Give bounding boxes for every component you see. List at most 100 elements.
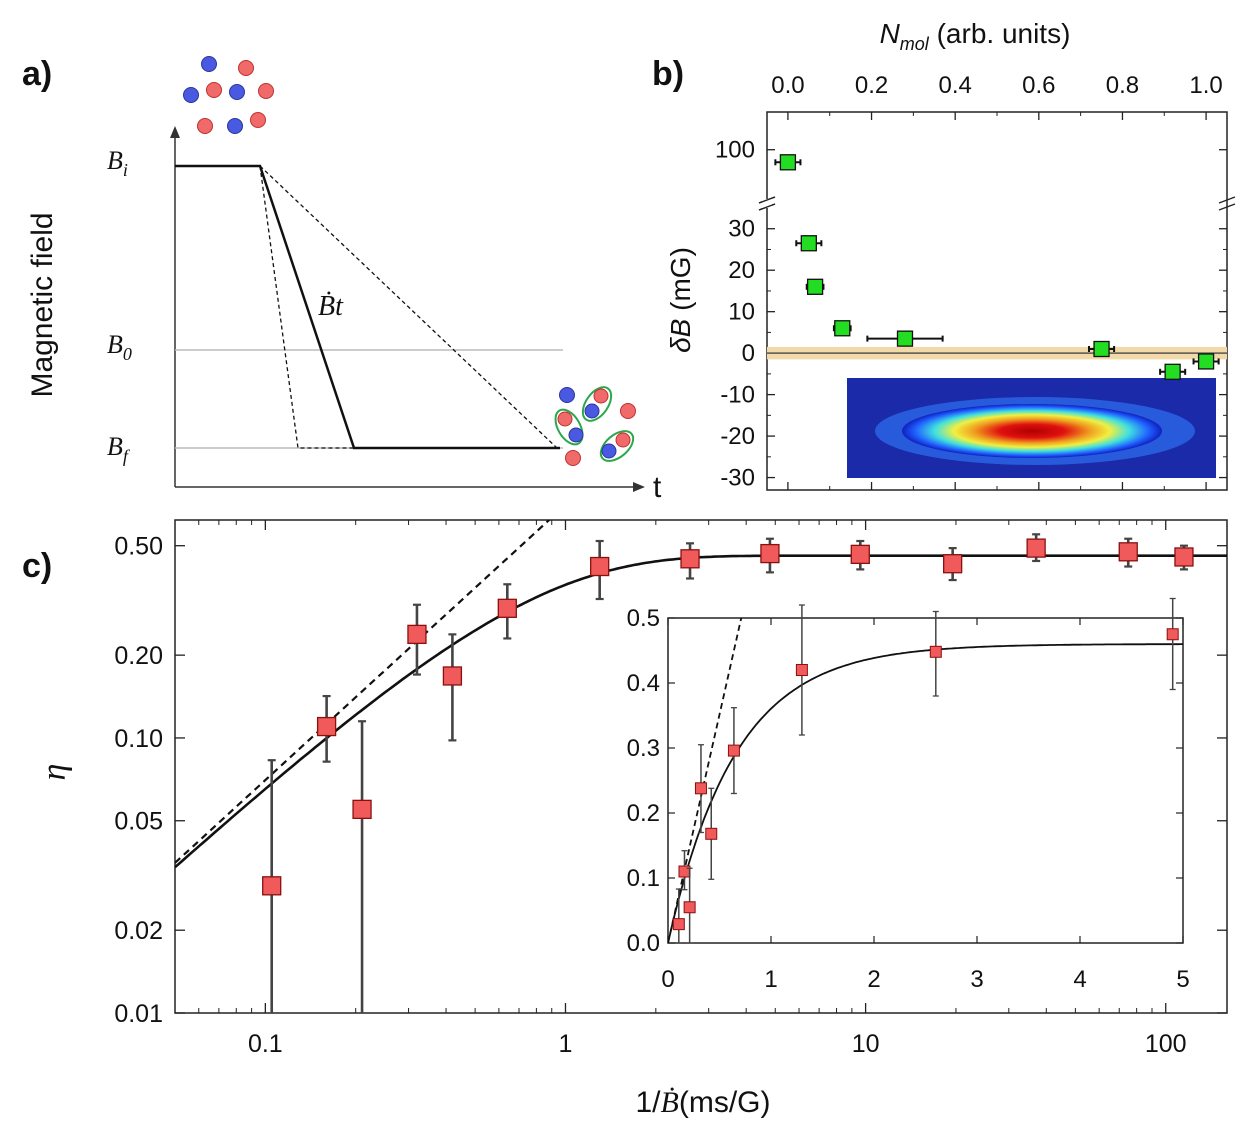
y-tick-label: 0 <box>742 340 755 367</box>
data-point <box>1192 353 1220 370</box>
linear-asymptote <box>668 618 743 943</box>
data-point <box>1174 544 1194 571</box>
panel-a: a) Magnetic field t Bi B0 Bf Ḃt <box>22 55 662 504</box>
panel-b-data <box>774 154 1220 380</box>
data-marker <box>806 278 824 295</box>
x-tick-label: 1 <box>559 1030 573 1058</box>
data-marker <box>262 876 282 896</box>
molecule <box>554 408 584 446</box>
atom-red <box>197 118 213 134</box>
data-marker <box>760 543 780 564</box>
x-tick-label: 10 <box>852 1030 880 1058</box>
molecule <box>599 430 635 462</box>
data-point <box>262 759 282 1013</box>
y-tick-label: -10 <box>720 382 755 409</box>
ramp-fast-dashed <box>259 165 354 449</box>
x-tick-label: 1 <box>764 966 777 993</box>
y-tick-label: 0.20 <box>114 642 163 670</box>
y-tick-label: 100 <box>715 137 755 164</box>
data-point <box>316 694 337 763</box>
x-tick-label: 5 <box>1176 966 1189 993</box>
panel-b-shaded-band <box>767 346 1227 360</box>
data-marker <box>896 330 914 347</box>
data-point <box>497 583 517 640</box>
y-tick-label: 0.05 <box>114 808 163 836</box>
data-point <box>943 547 963 582</box>
x-tick-label: 0.0 <box>771 72 804 99</box>
data-point <box>727 707 740 795</box>
data-point <box>850 539 870 571</box>
final-molecule-cloud <box>554 386 636 466</box>
y-tick-label: 0.4 <box>627 670 660 697</box>
inset-ticks: 0 1 2 3 4 5 0.0 0.1 0.2 0.3 0.4 0.5 <box>627 605 1190 993</box>
data-marker <box>1093 340 1110 358</box>
data-marker <box>497 598 517 618</box>
panel-c: c) η 1/Ḃ(ms/G) 0.1 1 10 1000.010.020.050.10… <box>22 519 1228 1119</box>
data-point <box>694 744 707 834</box>
inset-data <box>672 597 1179 944</box>
data-marker <box>680 549 700 569</box>
data-point <box>929 610 942 697</box>
atom-red <box>258 83 274 99</box>
atom-red <box>238 60 254 76</box>
y-tick-label: 10 <box>728 299 755 326</box>
data-point <box>442 633 463 742</box>
svg-text:Bi: Bi <box>107 146 128 180</box>
data-marker <box>795 664 808 676</box>
y-tick-label: -30 <box>720 465 755 492</box>
x-tick-label: 0 <box>661 966 674 993</box>
panel-a-ylabel: Magnetic field <box>26 212 59 397</box>
fit-curve <box>668 643 1183 943</box>
data-point <box>760 537 780 574</box>
atom-blue <box>559 387 575 403</box>
data-marker <box>316 716 337 737</box>
data-point <box>590 539 610 601</box>
y-tick-label: 0.50 <box>114 533 163 561</box>
x-tick-label: 0.4 <box>938 72 971 99</box>
x-tick-label: 100 <box>1145 1030 1187 1058</box>
panel-a-label: a) <box>22 55 52 93</box>
data-point <box>352 720 372 1013</box>
data-marker <box>1118 542 1138 562</box>
data-point <box>672 888 685 944</box>
atom-red <box>206 82 222 98</box>
data-point <box>774 154 802 171</box>
panel-a-y-arrow <box>170 126 180 138</box>
data-point <box>805 278 825 295</box>
atom-blue <box>201 56 217 72</box>
data-point <box>1118 537 1138 568</box>
panel-c-frame <box>174 519 1228 1014</box>
y-tick-label: 0.1 <box>627 865 660 892</box>
ramp-solid <box>175 164 560 450</box>
y-tick-label: 0.0 <box>627 930 660 957</box>
inset-fit-lines <box>668 618 1183 943</box>
initial-atom-cloud <box>183 56 274 134</box>
data-point <box>680 542 700 580</box>
data-marker <box>727 744 740 757</box>
data-point <box>1026 533 1046 563</box>
atom-blue <box>227 118 243 134</box>
data-point <box>1159 363 1187 380</box>
data-point <box>705 787 718 880</box>
data-marker <box>705 827 718 840</box>
panel-c-fit-lines <box>175 520 1227 869</box>
x-tick-label: 3 <box>970 966 983 993</box>
data-marker <box>407 624 427 645</box>
linear-asymptote <box>175 520 551 864</box>
data-marker <box>683 901 696 914</box>
absorption-image <box>847 378 1216 478</box>
x-tick-label: 4 <box>1073 966 1086 993</box>
data-point <box>1088 340 1116 358</box>
y-tick-label: 0.10 <box>114 725 163 753</box>
level-label-Bi: Bi <box>107 146 128 180</box>
data-marker <box>1166 628 1179 641</box>
data-marker <box>672 918 685 931</box>
ramp-slow-dashed <box>259 165 558 449</box>
panel-c-label: c) <box>22 547 52 585</box>
fit-curve <box>175 554 1227 869</box>
y-tick-label: 0.02 <box>114 917 163 945</box>
y-tick-label: 0.5 <box>627 605 660 632</box>
data-marker <box>800 235 817 252</box>
data-marker <box>779 154 797 171</box>
